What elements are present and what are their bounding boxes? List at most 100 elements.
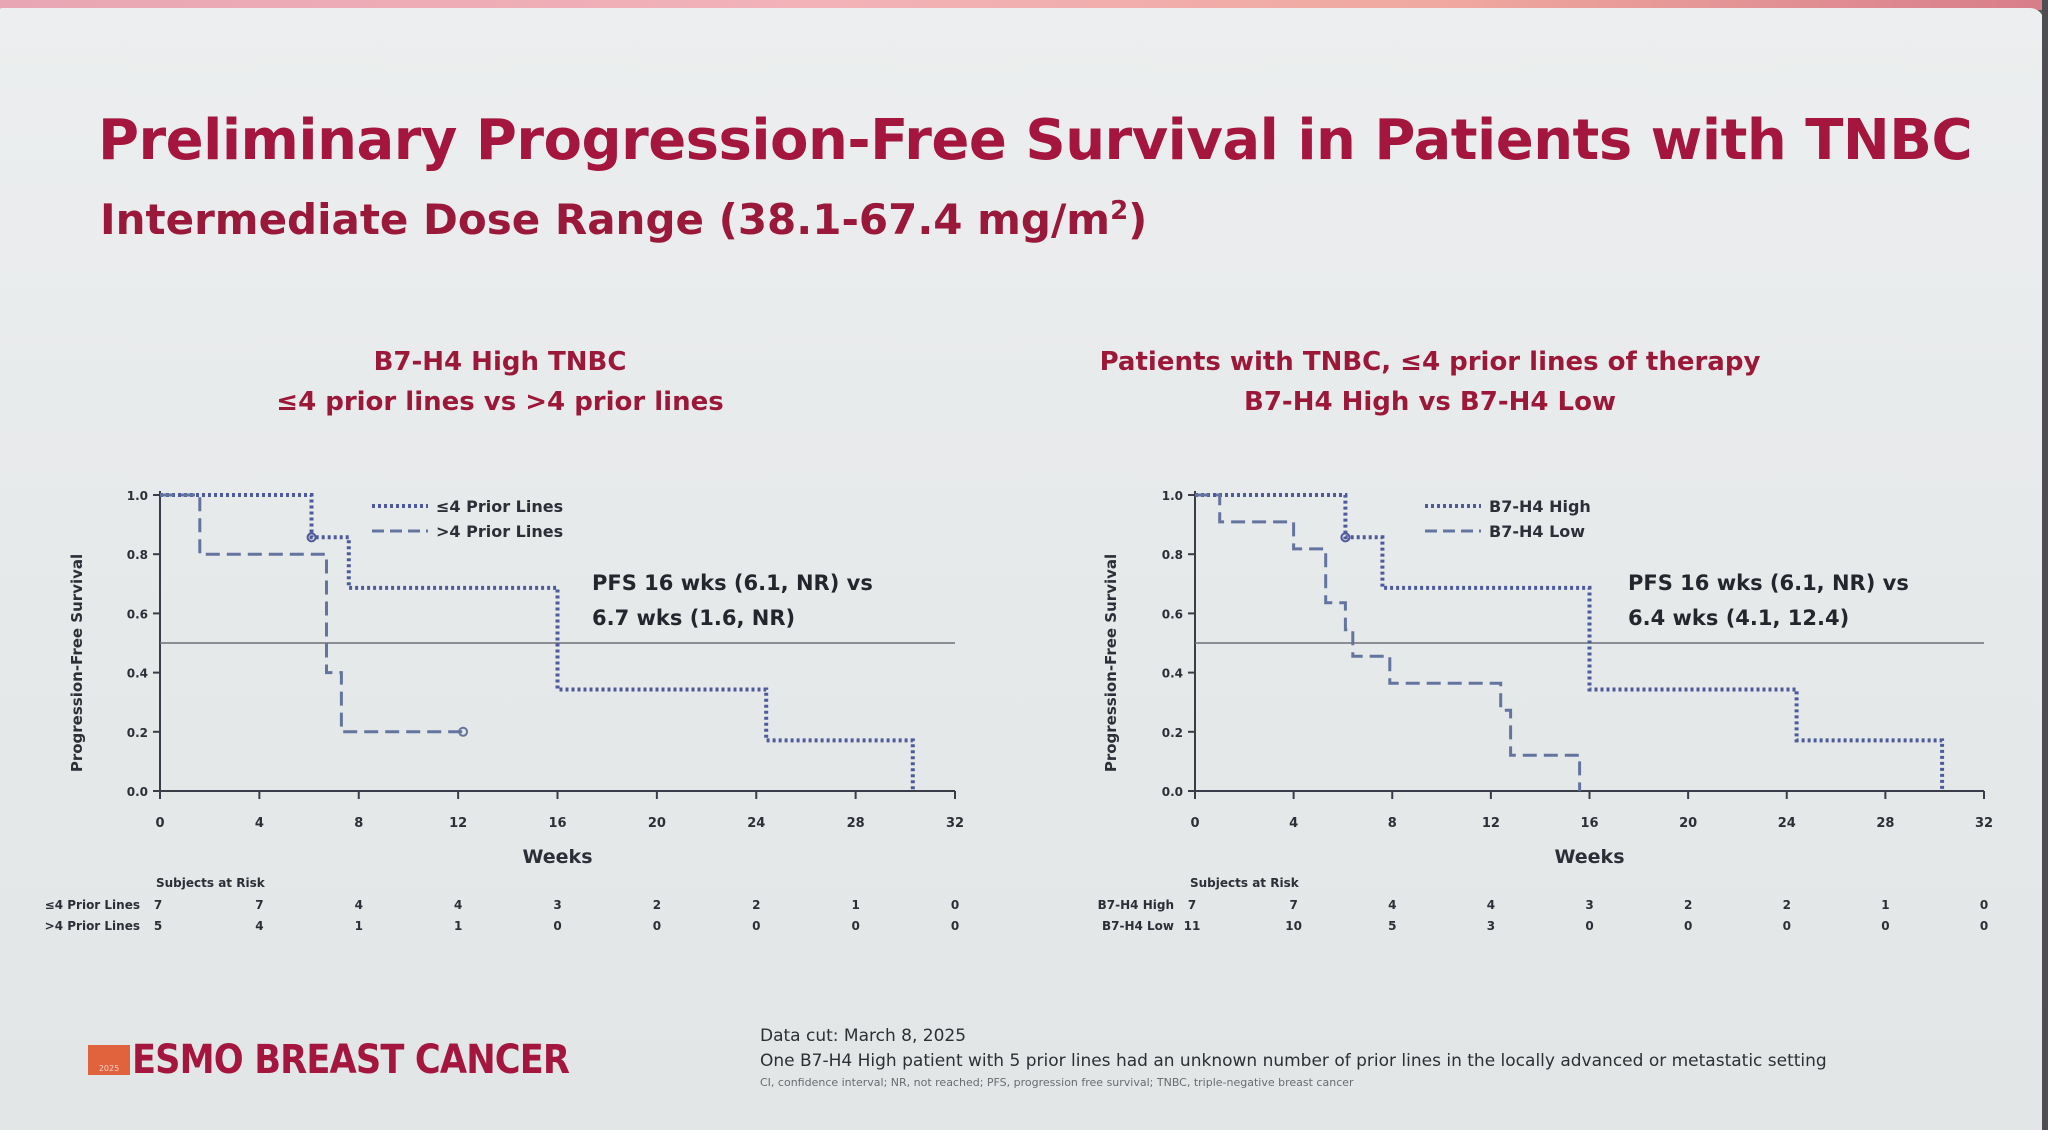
- risk-value: 4: [1487, 898, 1495, 912]
- right-heading-line-2: B7-H4 High vs B7-H4 Low: [1244, 387, 1616, 417]
- x-tick-label: 20: [648, 816, 666, 831]
- pfs-annotation: 6.7 wks (1.6, NR): [592, 606, 795, 630]
- risk-value: 0: [553, 919, 561, 933]
- legend-label: >4 Prior Lines: [436, 522, 563, 541]
- y-tick-label: 1.0: [127, 489, 148, 503]
- censor-mark: [1340, 532, 1351, 543]
- y-tick-label: 0.6: [127, 607, 148, 621]
- x-tick-label: 24: [1778, 816, 1796, 831]
- censor-mark: [306, 532, 317, 543]
- censor-mark: [458, 726, 469, 737]
- risk-value: 0: [951, 919, 959, 933]
- esmo-logo: 2025 ESMO BREAST CANCER: [88, 1037, 629, 1083]
- logo-mark: 2025: [88, 1045, 130, 1075]
- right-panel-heading: Patients with TNBC, ≤4 prior lines of th…: [1080, 342, 1780, 422]
- x-tick-label: 4: [1289, 816, 1298, 831]
- km-plot-right: 0.00.20.40.60.81.00 4 8 12 16 20 24 28 32WeeksPr…: [1098, 489, 1993, 933]
- left-heading-line-1: B7-H4 High TNBC: [373, 347, 627, 377]
- y-tick-label: 0.8: [127, 548, 148, 562]
- risk-value: 0: [1783, 919, 1791, 933]
- risk-value: 5: [154, 919, 162, 933]
- risk-value: 3: [1585, 898, 1593, 912]
- y-tick-label: 0.8: [1162, 548, 1183, 562]
- y-axis-label: Progression-Free Survival: [68, 554, 86, 772]
- y-tick-label: 0.4: [127, 667, 148, 681]
- risk-row-label: B7-H4 Low: [1102, 919, 1174, 933]
- km-curve-dashed: [1195, 493, 1582, 791]
- subtitle-superscript: 2: [1110, 196, 1129, 226]
- x-tick-label: 32: [1975, 816, 1993, 831]
- risk-value: 4: [255, 919, 263, 933]
- risk-value: 2: [1783, 898, 1791, 912]
- x-tick-label: 16: [548, 816, 566, 831]
- risk-value: 1: [355, 919, 363, 933]
- risk-table-header: Subjects at Risk: [1190, 876, 1300, 890]
- legend-label: B7-H4 Low: [1489, 522, 1585, 541]
- slide-background: [0, 8, 2044, 1130]
- legend-label: ≤4 Prior Lines: [436, 497, 563, 516]
- x-tick-label: 4: [255, 816, 264, 831]
- risk-value: 0: [851, 919, 859, 933]
- logo-text: ESMO BREAST CANCER: [132, 1037, 570, 1083]
- km-curve-dotted: [1195, 493, 1945, 791]
- risk-value: 0: [1980, 919, 1988, 933]
- x-tick-label: 12: [1482, 816, 1500, 831]
- risk-value: 10: [1285, 919, 1302, 933]
- km-plot-left: 0.00.20.40.60.81.00 4 8 12 16 20 24 28 32WeeksPr…: [45, 489, 964, 933]
- screen-edge: [2042, 0, 2048, 1130]
- abbreviations-note: CI, confidence interval; NR, not reached…: [760, 1076, 1354, 1089]
- slide-title: Preliminary Progression-Free Survival in…: [98, 108, 1973, 173]
- slide-subtitle: Intermediate Dose Range (38.1-67.4 mg/m2…: [100, 195, 1147, 244]
- km-curve-dotted: [160, 493, 915, 791]
- risk-value: 0: [951, 898, 959, 912]
- x-tick-label: 0: [1190, 816, 1199, 831]
- patient-note: One B7-H4 High patient with 5 prior line…: [760, 1051, 1827, 1071]
- pfs-annotation: 6.4 wks (4.1, 12.4): [1628, 606, 1849, 630]
- risk-value: 0: [1585, 919, 1593, 933]
- subtitle-text: Intermediate Dose Range (38.1-67.4 mg/m: [100, 195, 1111, 244]
- subtitle-close: ): [1128, 195, 1148, 244]
- data-cut-note: Data cut: March 8, 2025: [760, 1026, 967, 1046]
- risk-value: 2: [1684, 898, 1692, 912]
- x-tick-label: 16: [1580, 816, 1598, 831]
- logo-year: 2025: [98, 1064, 120, 1073]
- right-heading-line-1: Patients with TNBC, ≤4 prior lines of th…: [1099, 347, 1761, 377]
- y-tick-label: 0.2: [127, 726, 148, 740]
- risk-value: 11: [1184, 919, 1201, 933]
- risk-value: 7: [154, 898, 162, 912]
- x-tick-label: 20: [1679, 816, 1697, 831]
- x-tick-label: 28: [847, 816, 865, 831]
- x-tick-label: 12: [449, 816, 467, 831]
- x-tick-label: 28: [1876, 816, 1894, 831]
- x-axis-label: Weeks: [523, 846, 593, 868]
- risk-value: 3: [1487, 919, 1495, 933]
- risk-value: 1: [1881, 898, 1889, 912]
- y-tick-label: 0.6: [1162, 607, 1183, 621]
- risk-value: 1: [851, 898, 859, 912]
- x-axis-label: Weeks: [1555, 846, 1625, 868]
- risk-table-header: Subjects at Risk: [156, 876, 266, 890]
- risk-value: 5: [1388, 919, 1396, 933]
- risk-value: 0: [653, 919, 661, 933]
- x-tick-label: 0: [155, 816, 164, 831]
- pfs-annotation: PFS 16 wks (6.1, NR) vs: [592, 571, 873, 595]
- left-panel-heading: B7-H4 High TNBC ≤4 prior lines vs >4 pri…: [200, 342, 800, 422]
- risk-value: 0: [1881, 919, 1889, 933]
- risk-value: 7: [1289, 898, 1297, 912]
- risk-row-label: B7-H4 High: [1098, 898, 1174, 912]
- risk-value: 2: [653, 898, 661, 912]
- x-tick-label: 24: [747, 816, 765, 831]
- risk-value: 7: [255, 898, 263, 912]
- y-tick-label: 0.0: [1162, 785, 1183, 799]
- risk-value: 0: [1980, 898, 1988, 912]
- y-tick-label: 0.2: [1162, 726, 1183, 740]
- risk-value: 7: [1188, 898, 1196, 912]
- y-axis-label: Progression-Free Survival: [1102, 554, 1120, 772]
- left-heading-line-2: ≤4 prior lines vs >4 prior lines: [276, 387, 724, 417]
- risk-value: 0: [1684, 919, 1692, 933]
- risk-value: 3: [553, 898, 561, 912]
- risk-value: 0: [752, 919, 760, 933]
- risk-value: 4: [454, 898, 462, 912]
- pfs-annotation: PFS 16 wks (6.1, NR) vs: [1628, 571, 1909, 595]
